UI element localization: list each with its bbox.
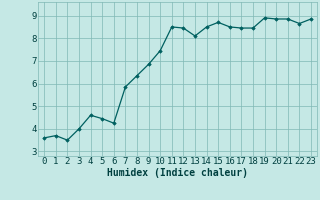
X-axis label: Humidex (Indice chaleur): Humidex (Indice chaleur) bbox=[107, 168, 248, 178]
